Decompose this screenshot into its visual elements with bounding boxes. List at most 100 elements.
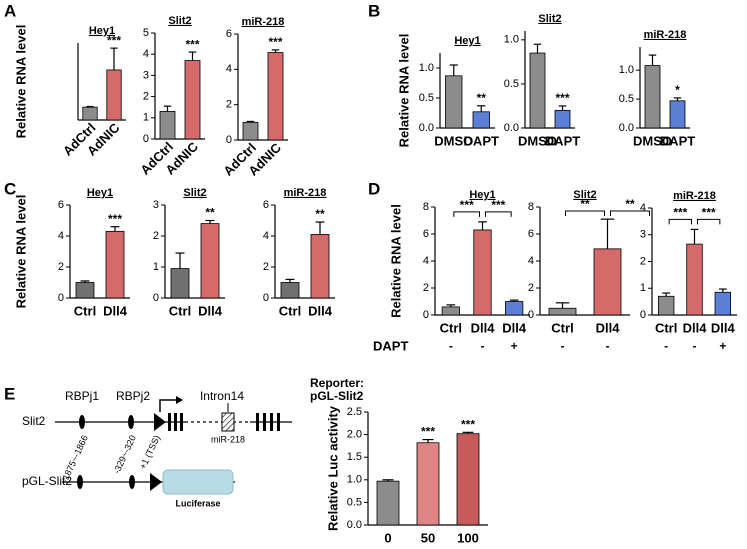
- chart-title: Reporter:: [310, 376, 364, 390]
- bar: [473, 229, 492, 316]
- y-tick-label: 4: [640, 202, 646, 214]
- x-tick-label: Dll4: [198, 303, 223, 318]
- y-tick-label: 0: [153, 292, 159, 304]
- significance: ***: [702, 206, 716, 220]
- bar: [242, 121, 259, 141]
- significance-bracket: [668, 218, 692, 225]
- y-tick-label: 3: [143, 69, 149, 81]
- y-tick-label: 2: [263, 261, 269, 273]
- position-label: -329~-320: [111, 434, 138, 476]
- significance: **: [205, 206, 215, 220]
- intron-label: Intron14: [200, 389, 244, 403]
- significance-bracket: [485, 211, 512, 217]
- x-tick-label: DAPT: [660, 133, 695, 148]
- y-axis-label: Relative RNA level: [388, 204, 403, 318]
- y-tick-label: 1: [143, 112, 149, 124]
- y-tick-label: 0: [640, 309, 646, 321]
- y-tick-label: 1.0: [619, 64, 634, 76]
- x-tick-label: Dll4: [103, 303, 128, 318]
- significance: ***: [460, 198, 474, 212]
- x-tick-label: Ctrl: [655, 320, 677, 335]
- panel-label: D: [368, 179, 380, 198]
- y-axis-label: Relative RNA level: [13, 195, 28, 309]
- x-tick-label: DMSO: [633, 133, 672, 148]
- y-tick-label: 3: [640, 229, 646, 241]
- y-tick-label: 0.0: [347, 519, 362, 531]
- x-tick-label: Dll4: [308, 303, 333, 318]
- y-tick-label: 2: [640, 255, 646, 267]
- mirna-label: miR-218: [211, 434, 245, 444]
- x-tick-label: DAPT: [545, 133, 580, 148]
- x-tick-label: 100: [457, 530, 479, 545]
- panel-label: A: [4, 1, 16, 20]
- y-tick-label: 0.5: [347, 496, 362, 508]
- y-tick-label: 4: [58, 230, 64, 242]
- significance-bracket: [453, 211, 480, 217]
- y-tick-label: 6: [528, 228, 534, 240]
- y-tick-label: 2.5: [347, 406, 362, 418]
- y-tick-label: 0: [528, 309, 534, 321]
- site-label: RBPj1: [65, 389, 99, 403]
- y-tick-label: 1.0: [504, 34, 519, 46]
- y-tick-label: 4: [423, 255, 429, 267]
- y-tick-label: 2: [153, 230, 159, 242]
- y-tick-label: 1.0: [347, 474, 362, 486]
- treatment-sign: +: [719, 339, 726, 353]
- y-tick-label: 0.0: [419, 122, 434, 134]
- panel-label: E: [4, 384, 15, 403]
- chart-title: Slit2: [168, 15, 191, 27]
- chart-title: Hey1: [87, 187, 113, 199]
- chart-title: Slit2: [573, 189, 596, 201]
- y-tick-label: 0: [226, 134, 232, 146]
- chart-title: Hey1: [89, 25, 115, 37]
- chart-title: miR-218: [242, 16, 285, 28]
- y-tick-label: 4: [143, 48, 149, 60]
- bar: [669, 100, 686, 129]
- significance: ***: [268, 35, 282, 49]
- bar: [456, 433, 480, 526]
- significance: ***: [461, 418, 475, 432]
- treatment-sign: -: [664, 339, 668, 353]
- treatment-sign: -: [693, 339, 697, 353]
- x-tick-label: Dll4: [596, 320, 621, 335]
- y-tick-label: 6: [423, 228, 429, 240]
- bar: [200, 223, 220, 299]
- y-tick-label: 2.0: [347, 429, 362, 441]
- y-tick-label: 3: [153, 199, 159, 211]
- significance-bracket: [697, 218, 721, 225]
- y-tick-label: 1: [640, 282, 646, 294]
- bar: [184, 60, 201, 140]
- site-label: RBPj2: [116, 389, 150, 403]
- bar: [529, 52, 546, 129]
- bar: [714, 291, 732, 316]
- y-tick-label: 0: [58, 292, 64, 304]
- x-tick-label: 0: [384, 530, 391, 545]
- treatment-sign: -: [481, 339, 485, 353]
- y-tick-label: 5: [143, 27, 149, 39]
- y-tick-label: 0.5: [619, 93, 634, 105]
- bar: [505, 301, 524, 316]
- x-tick-label: Ctrl: [440, 320, 462, 335]
- y-tick-label: 0.0: [619, 122, 634, 134]
- bar: [445, 75, 463, 129]
- significance: **: [625, 197, 635, 211]
- y-axis-label: Relative RNA level: [396, 34, 411, 148]
- y-tick-label: 0.5: [419, 92, 434, 104]
- x-tick-label: Dll4: [502, 320, 527, 335]
- y-tick-label: 4: [226, 63, 232, 75]
- significance: ***: [107, 33, 121, 47]
- significance-bracket: [610, 210, 650, 216]
- x-tick-label: Dll4: [471, 320, 496, 335]
- chart-title: Hey1: [469, 189, 495, 201]
- significance: ***: [491, 198, 505, 212]
- x-tick-label: Ctrl: [169, 303, 191, 318]
- y-tick-label: 8: [423, 201, 429, 213]
- x-tick-label: Dll4: [711, 320, 736, 335]
- panel-label: B: [368, 1, 380, 20]
- bar: [105, 230, 125, 299]
- x-tick-label: 50: [421, 530, 435, 545]
- x-tick-label: Ctrl: [74, 303, 96, 318]
- treatment-sign: -: [449, 339, 453, 353]
- x-tick-label: DMSO: [518, 133, 557, 148]
- bar: [376, 480, 400, 526]
